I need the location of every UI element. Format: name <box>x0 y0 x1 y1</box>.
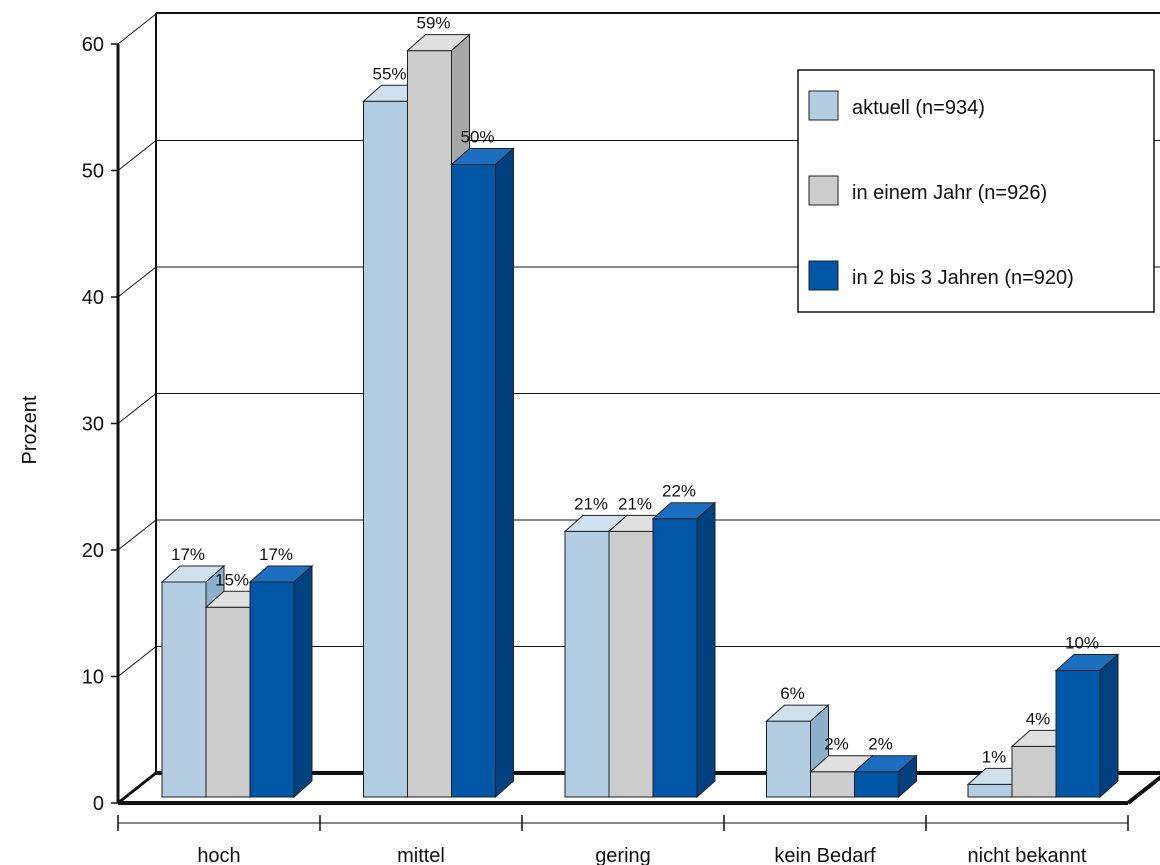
legend-label: aktuell (n=934) <box>852 97 985 119</box>
gridline-depth <box>117 13 157 45</box>
bar <box>564 530 610 798</box>
bar <box>1011 745 1057 798</box>
data-label: 17% <box>259 545 293 564</box>
data-label: 21% <box>618 494 652 513</box>
y-tick-label: 20 <box>82 540 104 562</box>
data-label: 10% <box>1065 634 1099 653</box>
gridline-depth <box>117 646 157 677</box>
y-tick-label: 0 <box>93 793 104 815</box>
data-label: 6% <box>780 684 805 703</box>
data-label: 2% <box>824 735 849 754</box>
data-label: 17% <box>171 545 205 564</box>
legend-box <box>797 69 1155 313</box>
floor-left-edge <box>117 771 157 805</box>
bar-side <box>293 564 313 799</box>
data-label: 22% <box>662 482 696 501</box>
bar <box>652 518 698 798</box>
x-tick-label: hoch <box>197 845 240 865</box>
bar <box>205 606 251 798</box>
labels-layer: 17% 15% 17% 55% 59% 50% 21% 21% 22% 6% 2% 2% 1% 4% 10% <box>171 14 1099 767</box>
bar <box>249 581 295 798</box>
bar <box>854 771 899 798</box>
data-label: 21% <box>574 494 608 513</box>
bar <box>161 581 207 798</box>
x-tick-label: gering <box>595 845 651 865</box>
legend-swatch <box>808 175 839 206</box>
gridline-depth <box>117 519 157 551</box>
bar <box>810 771 855 798</box>
bar-side <box>696 501 716 799</box>
legend-swatch <box>808 90 839 121</box>
bar-side <box>1099 653 1119 799</box>
bar <box>407 50 452 798</box>
data-label: 15% <box>215 570 249 589</box>
gridline-depth <box>117 266 157 298</box>
bar <box>363 100 408 798</box>
data-label: 1% <box>982 747 1007 766</box>
legend: aktuell (n=934) in einem Jahr (n=926) in 2… <box>797 69 1155 313</box>
x-tick-label: mittel <box>397 845 445 865</box>
data-label: 50% <box>460 128 494 147</box>
x-tick-label: nicht bekannt <box>968 845 1087 865</box>
y-tick-label: 60 <box>82 34 104 56</box>
bars-layer <box>160 33 1120 799</box>
y-tick-label: 40 <box>82 287 104 309</box>
y-tick-label: 50 <box>82 161 104 183</box>
x-tick-label: kein Bedarf <box>774 845 876 865</box>
data-label: 55% <box>372 64 406 83</box>
bar <box>967 783 1013 798</box>
data-label: 4% <box>1026 709 1051 728</box>
y-tick-label: 10 <box>82 667 104 689</box>
legend-label: in 2 bis 3 Jahren (n=920) <box>852 267 1074 289</box>
data-label: 2% <box>868 735 893 754</box>
bar <box>766 720 811 798</box>
gridline-depth <box>117 393 157 424</box>
bar <box>451 164 496 798</box>
y-axis-title: Prozent <box>19 395 41 464</box>
bar <box>608 530 654 798</box>
gridline-depth <box>117 140 157 171</box>
bar-side <box>898 754 917 799</box>
data-label: 59% <box>416 14 450 33</box>
legend-swatch <box>808 260 839 291</box>
y-tick-label: 30 <box>82 414 104 436</box>
bar-side <box>495 147 514 799</box>
bar <box>1055 670 1101 798</box>
legend-label: in einem Jahr (n=926) <box>852 182 1047 204</box>
floor-right-edge <box>1126 775 1160 805</box>
